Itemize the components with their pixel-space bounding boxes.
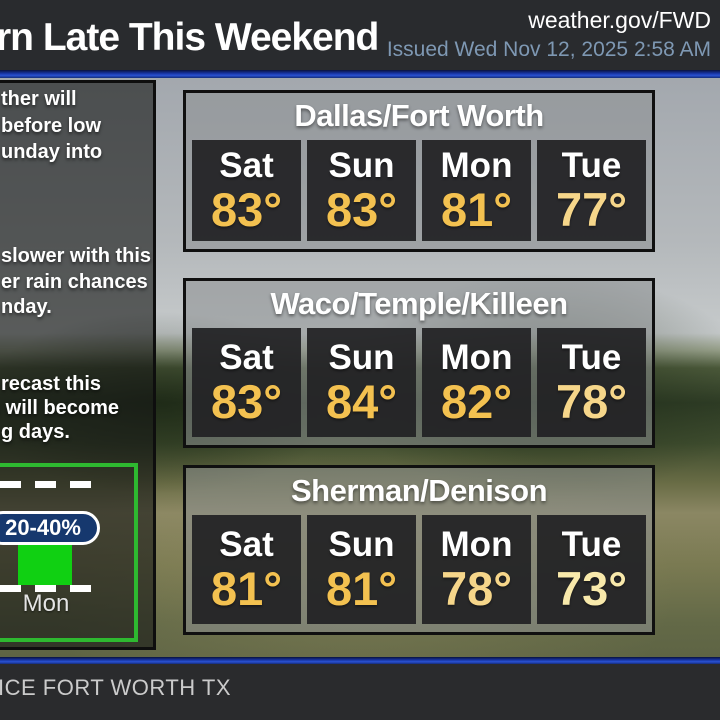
day-label: Sat — [219, 146, 274, 185]
forecast-cell: Mon 81° — [422, 140, 531, 241]
forecast-cell: Tue 73° — [537, 515, 646, 624]
sidebar-text-line: g days. — [1, 421, 70, 443]
sidebar-text-line: before low — [1, 115, 102, 137]
temp-value: 81° — [325, 562, 398, 615]
sidebar-text-line: s will become — [0, 397, 120, 419]
day-label: Tue — [561, 338, 622, 377]
forecast-cell: Mon 78° — [422, 515, 531, 624]
temp-value: 78° — [555, 375, 628, 428]
office-name: ICE FORT WORTH TX — [0, 675, 232, 700]
day-label: Tue — [561, 525, 622, 564]
sidebar-text-line: er rain chances — [1, 271, 148, 293]
panel-title: Dallas/Fort Worth — [294, 98, 544, 133]
header-divider — [0, 70, 720, 78]
forecast-row: Sat 83° Sun 84° Mon 82° Tue 78° — [192, 328, 646, 437]
temp-value: 73° — [555, 562, 628, 615]
day-label: Mon — [440, 338, 513, 377]
panel-title: Waco/Temple/Killeen — [270, 286, 568, 321]
sidebar-text-line: unday into — [1, 141, 103, 163]
forecast-panel-dallas-fort-worth: Dallas/Fort Worth Sat 83° Sun 83° Mon 81… — [183, 90, 655, 252]
sidebar-text-line: ther will — [1, 88, 77, 110]
rain-chance-chart — [0, 463, 138, 642]
rain-chance-bar — [18, 545, 72, 585]
forecast-cell: Sun 81° — [307, 515, 416, 624]
forecast-row: Sat 81° Sun 81° Mon 78° Tue 73° — [192, 515, 646, 624]
day-label: Sun — [328, 525, 395, 564]
sidebar-text-line: recast this — [1, 373, 102, 395]
forecast-panel-sherman-denison: Sherman/Denison Sat 81° Sun 81° Mon 78° … — [183, 465, 655, 635]
header-bar: rn Late This Weekend weather.gov/FWD Iss… — [0, 0, 720, 70]
temp-value: 83° — [210, 375, 283, 428]
forecast-cell: Sat 83° — [192, 328, 301, 437]
panel-title: Sherman/Denison — [290, 473, 548, 508]
day-label: Sun — [328, 146, 395, 185]
day-label: Mon — [440, 146, 513, 185]
temp-value: 83° — [325, 183, 398, 236]
chart-gridline-bottom — [0, 585, 104, 592]
rain-chance-badge: 20-40% — [0, 511, 100, 545]
website-url: weather.gov/FWD — [528, 7, 711, 33]
day-label: Tue — [561, 146, 622, 185]
forecast-cell: Sat 83° — [192, 140, 301, 241]
sidebar-text-line: nday. — [1, 296, 52, 318]
day-label: Sat — [219, 525, 274, 564]
day-label: Sun — [328, 338, 395, 377]
temp-value: 77° — [555, 183, 628, 236]
temp-value: 81° — [210, 562, 283, 615]
temp-value: 81° — [440, 183, 513, 236]
temp-value: 83° — [210, 183, 283, 236]
page-title: rn Late This Weekend — [0, 16, 379, 59]
chart-gridline-top — [0, 481, 104, 488]
day-label: Mon — [440, 525, 513, 564]
temp-value: 82° — [440, 375, 513, 428]
day-label: Sat — [219, 338, 274, 377]
forecast-cell: Tue 77° — [537, 140, 646, 241]
sidebar-text-line: slower with this — [1, 245, 152, 267]
forecast-cell: Sat 81° — [192, 515, 301, 624]
temp-value: 78° — [440, 562, 513, 615]
forecast-cell: Tue 78° — [537, 328, 646, 437]
footer-bar: ICE FORT WORTH TX — [0, 664, 720, 720]
forecast-cell: Mon 82° — [422, 328, 531, 437]
issued-timestamp: Issued Wed Nov 12, 2025 2:58 AM — [386, 38, 711, 61]
temp-value: 84° — [325, 375, 398, 428]
forecast-cell: Sun 84° — [307, 328, 416, 437]
forecast-row: Sat 83° Sun 83° Mon 81° Tue 77° — [192, 140, 646, 241]
footer-divider — [0, 657, 720, 664]
forecast-cell: Sun 83° — [307, 140, 416, 241]
forecast-panel-waco-temple-killeen: Waco/Temple/Killeen Sat 83° Sun 84° Mon … — [183, 278, 655, 448]
chart-day-label: Mon — [22, 590, 70, 617]
